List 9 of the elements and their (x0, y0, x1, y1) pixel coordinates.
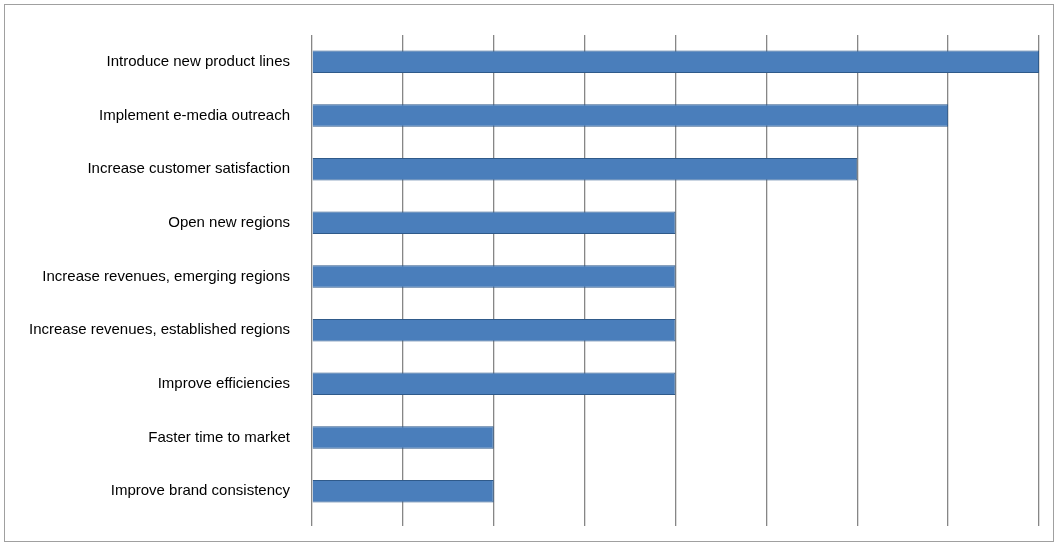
y-tick-label: Increase revenues, established regions (28, 320, 290, 338)
y-tick-label: Introduce new product lines (106, 51, 290, 69)
y-tick-label: Increase customer satisfaction (87, 159, 290, 177)
y-tick-label: Faster time to market (148, 427, 291, 445)
y-tick-label: Improve efficiencies (157, 373, 290, 391)
y-tick-label: Increase revenues, emerging regions (42, 266, 290, 284)
y-tick-label: Implement e-media outreach (99, 105, 290, 123)
y-tick-label: Open new regions (168, 212, 290, 230)
y-tick-label: Improve brand consistency (110, 481, 291, 499)
